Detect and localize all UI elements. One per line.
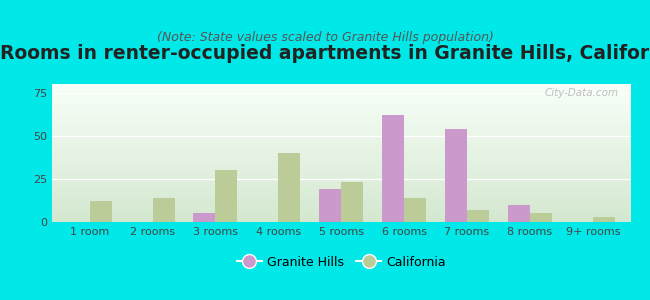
Bar (278, 153, 300, 222)
Bar (382, 115, 404, 222)
Text: (Note: State values scaled to Granite Hills population): (Note: State values scaled to Granite Hi… (157, 32, 493, 44)
Bar (153, 198, 175, 222)
Bar (216, 170, 237, 222)
Text: City-Data.com: City-Data.com (545, 88, 619, 98)
Bar (341, 182, 363, 222)
Title: Rooms in renter-occupied apartments in Granite Hills, California: Rooms in renter-occupied apartments in G… (1, 44, 650, 63)
Legend: Granite Hills, California: Granite Hills, California (231, 251, 451, 274)
Bar (467, 210, 489, 222)
Bar (508, 205, 530, 222)
Bar (90, 201, 112, 222)
Bar (530, 213, 552, 222)
Bar (445, 129, 467, 222)
Bar (319, 189, 341, 222)
Bar (194, 213, 216, 222)
Bar (593, 217, 615, 222)
Bar (404, 198, 426, 222)
